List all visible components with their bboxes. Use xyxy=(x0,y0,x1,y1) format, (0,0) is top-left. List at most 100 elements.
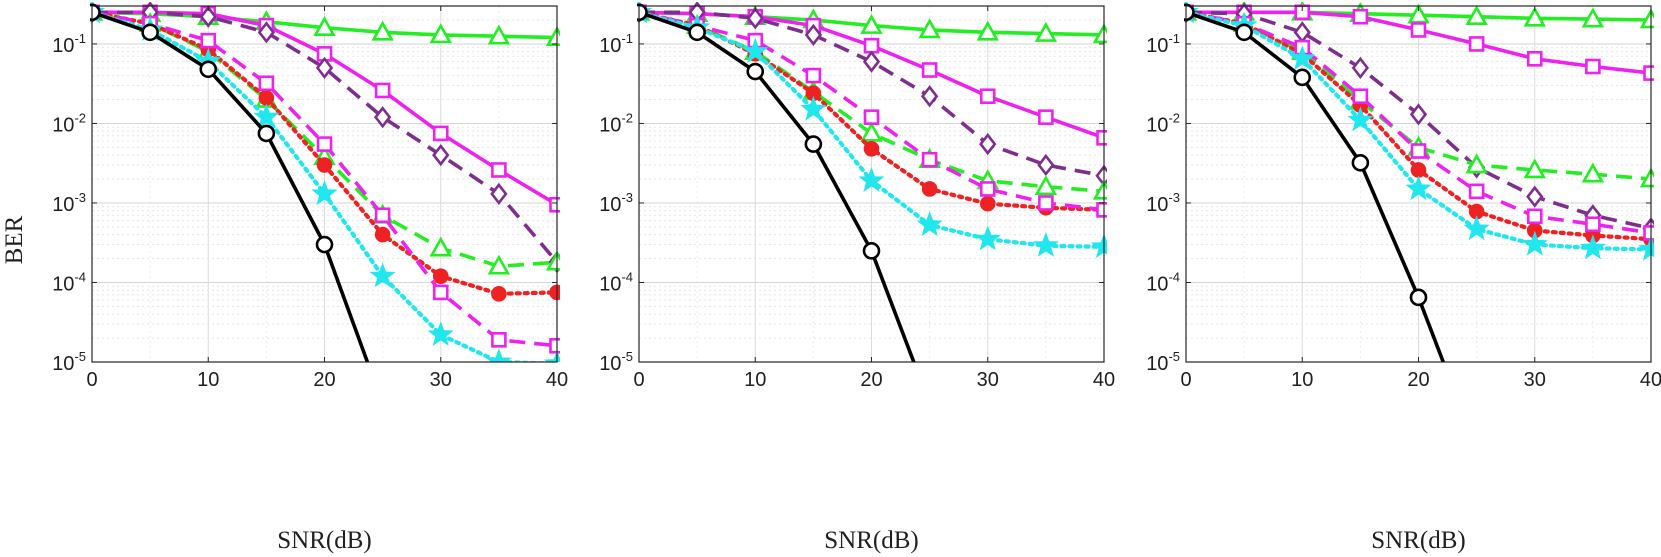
data-point xyxy=(429,23,452,44)
data-point xyxy=(1468,183,1485,200)
x-tick-label: 40 xyxy=(1640,369,1661,391)
x-tick-label: 10 xyxy=(1291,369,1313,391)
data-point xyxy=(1521,230,1548,256)
y-tick-label: 10-3 xyxy=(599,190,633,216)
data-point xyxy=(862,242,881,260)
data-point xyxy=(487,24,511,45)
data-point xyxy=(1585,216,1601,233)
data-point xyxy=(860,13,883,34)
data-point xyxy=(311,180,338,205)
data-point xyxy=(429,236,452,257)
tick-marks xyxy=(638,6,1105,363)
data-point xyxy=(1410,22,1427,38)
data-point xyxy=(1409,288,1428,307)
series-line xyxy=(1185,10,1446,362)
series-cyan-star-dotted xyxy=(637,2,1107,258)
data-point xyxy=(863,37,880,54)
ber-panel-2: 0 10 20 30 40 10-5 10-4 10-3 10-2 10-1 SNR(dB) xyxy=(599,2,1115,554)
data-point xyxy=(1581,7,1605,28)
data-point xyxy=(1526,51,1543,67)
x-tick-label: 30 xyxy=(1524,369,1546,391)
y-tick-label: 10-1 xyxy=(599,31,633,57)
x-tick-label: 30 xyxy=(977,369,999,391)
data-point xyxy=(374,207,391,224)
series-black-circle-solid xyxy=(90,3,370,362)
data-point xyxy=(432,284,449,301)
data-point xyxy=(199,60,218,79)
tick-marks xyxy=(91,6,558,363)
data-point xyxy=(1463,215,1490,241)
data-point xyxy=(432,143,450,167)
series-line xyxy=(91,10,370,362)
data-point xyxy=(921,151,938,168)
data-point xyxy=(1526,185,1544,208)
x-axis-label: SNR(dB) xyxy=(824,527,918,554)
data-point xyxy=(257,21,276,44)
data-point xyxy=(427,321,454,346)
data-point xyxy=(804,23,823,46)
x-tick-label: 20 xyxy=(1407,369,1429,391)
data-point xyxy=(1037,153,1055,177)
series-magenta-square-dashed xyxy=(90,4,560,354)
data-point xyxy=(316,136,333,152)
data-point xyxy=(1289,45,1316,70)
y-tick-label: 10-5 xyxy=(599,349,633,375)
series-line xyxy=(638,10,916,362)
data-point xyxy=(1352,88,1369,105)
data-point xyxy=(432,268,449,284)
x-tick-label: 20 xyxy=(313,369,335,391)
data-point xyxy=(1410,162,1427,178)
data-point xyxy=(487,254,511,275)
data-point xyxy=(1581,162,1605,183)
data-point xyxy=(862,50,881,73)
ber-panel-3: 0 10 20 30 40 10-5 10-4 10-3 10-2 10-1 SNR(dB) xyxy=(1146,2,1661,554)
data-point xyxy=(976,20,999,41)
x-tick-label: 30 xyxy=(430,369,452,391)
data-point xyxy=(1235,23,1253,42)
x-tick-label: 10 xyxy=(197,369,219,391)
data-point xyxy=(491,162,507,178)
data-point xyxy=(916,211,943,237)
data-point xyxy=(921,62,938,78)
data-point xyxy=(199,5,217,28)
data-point xyxy=(258,75,275,92)
data-point xyxy=(1579,234,1606,260)
data-point xyxy=(979,181,996,197)
data-point xyxy=(805,67,822,84)
data-point xyxy=(200,32,217,49)
series-black-circle-solid xyxy=(637,3,916,362)
data-point xyxy=(313,16,336,37)
x-tick-label: 0 xyxy=(1180,369,1191,391)
data-point xyxy=(374,226,391,243)
y-tick-label: 10-2 xyxy=(599,110,633,136)
data-point xyxy=(1038,109,1054,125)
data-point xyxy=(804,135,823,153)
y-tick-label: 10-5 xyxy=(52,349,86,375)
data-point xyxy=(491,332,507,348)
y-tick-label: 10-4 xyxy=(599,269,633,295)
y-tick-label: 10-1 xyxy=(52,31,86,57)
tick-marks xyxy=(1185,6,1652,363)
data-point xyxy=(858,167,885,192)
data-point xyxy=(490,182,508,206)
data-point xyxy=(746,62,765,81)
y-tick-label: 10-4 xyxy=(52,269,86,295)
data-point xyxy=(315,56,334,79)
y-tick-label: 10-4 xyxy=(1146,269,1180,295)
y-tick-label: 10-2 xyxy=(52,110,86,136)
x-tick-label: 0 xyxy=(86,369,97,391)
data-point xyxy=(746,7,764,30)
x-axis-label: SNR(dB) xyxy=(1371,527,1465,554)
data-point xyxy=(918,18,941,39)
x-tick-label: 40 xyxy=(1093,369,1115,391)
y-tick-label: 10-1 xyxy=(1146,31,1180,57)
data-point xyxy=(491,286,507,302)
x-axis-label: SNR(dB) xyxy=(277,527,371,554)
data-point xyxy=(974,225,1001,251)
plot-area xyxy=(90,2,560,362)
series-line xyxy=(92,10,559,264)
plot-area xyxy=(637,2,1107,362)
plot-area xyxy=(1184,2,1654,362)
data-point xyxy=(1585,58,1601,75)
data-point xyxy=(485,348,512,362)
